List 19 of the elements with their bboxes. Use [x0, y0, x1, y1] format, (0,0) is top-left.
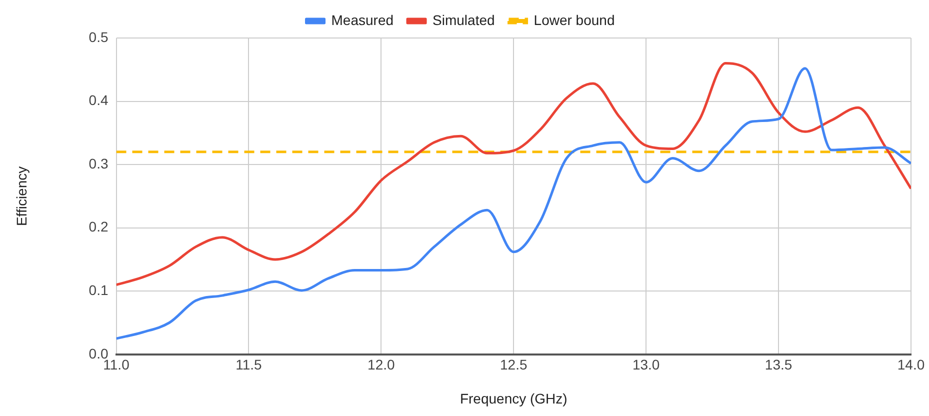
line-series — [116, 62, 911, 286]
x-tick-label: 11.5 — [236, 356, 262, 373]
x-axis-title: Frequency (GHz) — [460, 390, 568, 406]
y-axis-title: Efficiency — [13, 166, 30, 226]
y-tick-label: 0.5 — [88, 28, 108, 45]
legend-label: Lower bound — [534, 12, 615, 28]
y-tick-label: 0.2 — [88, 218, 108, 235]
x-tick-label: 13.0 — [632, 356, 660, 373]
legend-label: Simulated — [432, 12, 495, 28]
line-series — [116, 67, 911, 340]
x-tick-label: 14.0 — [897, 356, 925, 373]
y-tick-label: 0.0 — [88, 345, 108, 362]
y-tick-label: 0.4 — [88, 92, 108, 108]
legend-label: Measured — [331, 12, 394, 28]
y-tick-label: 0.1 — [88, 282, 108, 298]
y-tick-label: 0.3 — [88, 155, 108, 172]
x-tick-label: 13.5 — [764, 356, 792, 373]
x-tick-label: 12.0 — [368, 356, 396, 373]
x-tick-label: 12.5 — [500, 356, 528, 373]
